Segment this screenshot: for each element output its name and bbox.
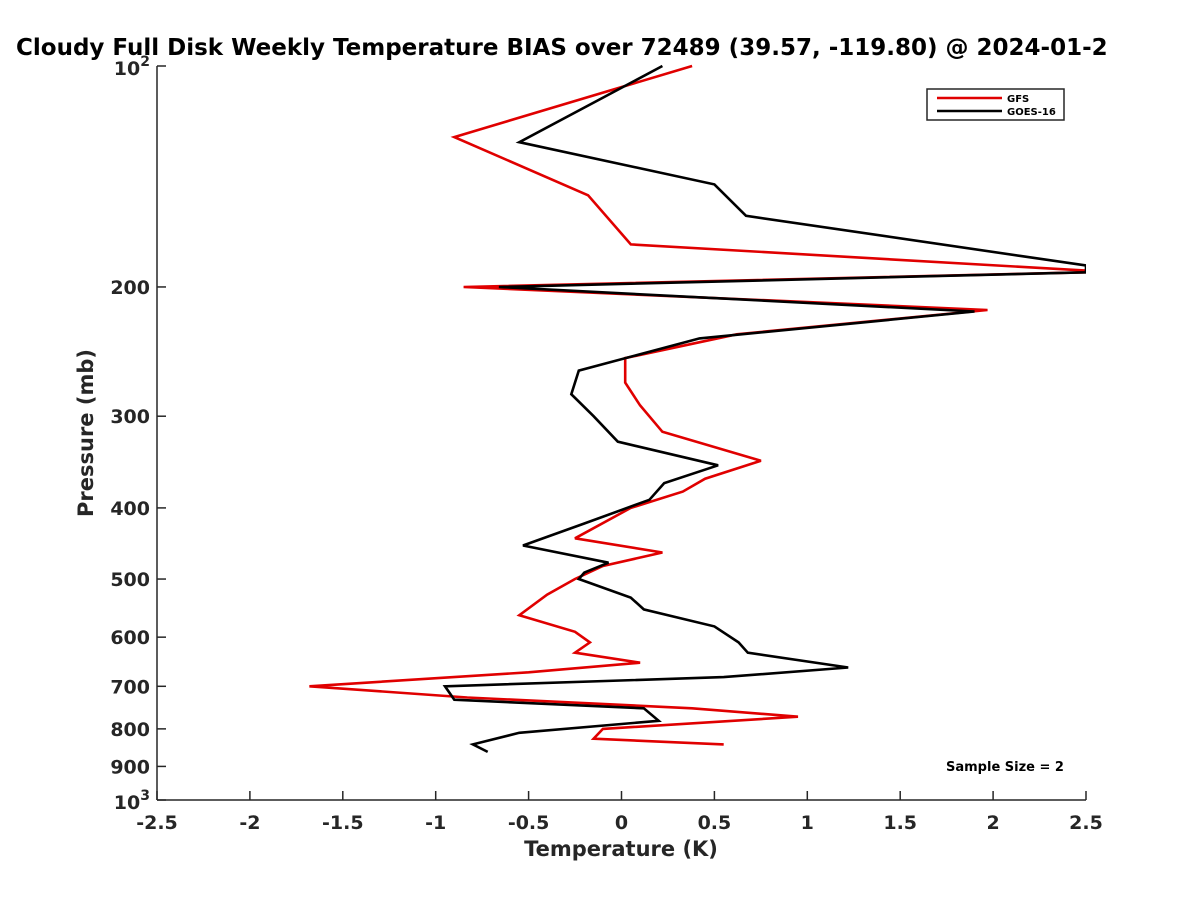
y-ticks: 200 300 400 500 600 700 800 900 102 103 xyxy=(110,54,166,814)
y-tick-label: 600 xyxy=(110,627,150,649)
x-tick-label: -0.5 xyxy=(508,812,550,834)
y-tick-label: 700 xyxy=(110,676,150,698)
y-axis-label: Pressure (mb) xyxy=(74,349,98,517)
x-tick-label: -1 xyxy=(425,812,446,834)
y-tick-label-power: 102 xyxy=(114,54,150,80)
plot-area: -2.5 -2 -1.5 -1 -0.5 0 0.5 1 1.5 2 2.5 200 300 400 50… xyxy=(110,54,1103,834)
y-tick-label: 200 xyxy=(110,277,150,299)
x-tick-label: -1.5 xyxy=(322,812,364,834)
x-axis-label: Temperature (K) xyxy=(524,837,718,861)
series-line-gfs xyxy=(309,64,1086,746)
series-layer xyxy=(309,64,1086,754)
series-goes-16 xyxy=(442,64,1086,754)
x-ticks: -2.5 -2 -1.5 -1 -0.5 0 0.5 1 1.5 2 2.5 xyxy=(136,791,1103,834)
legend-label-gfs: GFS xyxy=(1007,94,1029,105)
x-tick-label: 0 xyxy=(615,812,628,834)
y-tick-label: 400 xyxy=(110,498,150,520)
x-tick-label: 2 xyxy=(986,812,999,834)
y-tick-label: 300 xyxy=(110,406,150,428)
y-tick-label: 500 xyxy=(110,569,150,591)
x-tick-label: 2.5 xyxy=(1069,812,1103,834)
x-tick-label: -2 xyxy=(239,812,260,834)
chart-title: Cloudy Full Disk Weekly Temperature BIAS… xyxy=(16,35,1108,61)
x-tick-label: -2.5 xyxy=(136,812,178,834)
x-tick-label: 1 xyxy=(801,812,814,834)
legend-box xyxy=(926,88,1065,121)
y-tick-label: 800 xyxy=(110,719,150,741)
x-tick-label: 0.5 xyxy=(698,812,732,834)
sample-size-note: Sample Size = 2 xyxy=(946,760,1064,775)
y-tick-label: 900 xyxy=(110,756,150,778)
y-tick-label-power: 103 xyxy=(114,788,150,814)
x-tick-label: 1.5 xyxy=(883,812,917,834)
legend: GFS GOES-16 xyxy=(926,88,1065,121)
series-gfs xyxy=(309,64,1086,746)
legend-label-goes16: GOES-16 xyxy=(1007,107,1056,118)
series-line-goes-16 xyxy=(442,64,1086,754)
